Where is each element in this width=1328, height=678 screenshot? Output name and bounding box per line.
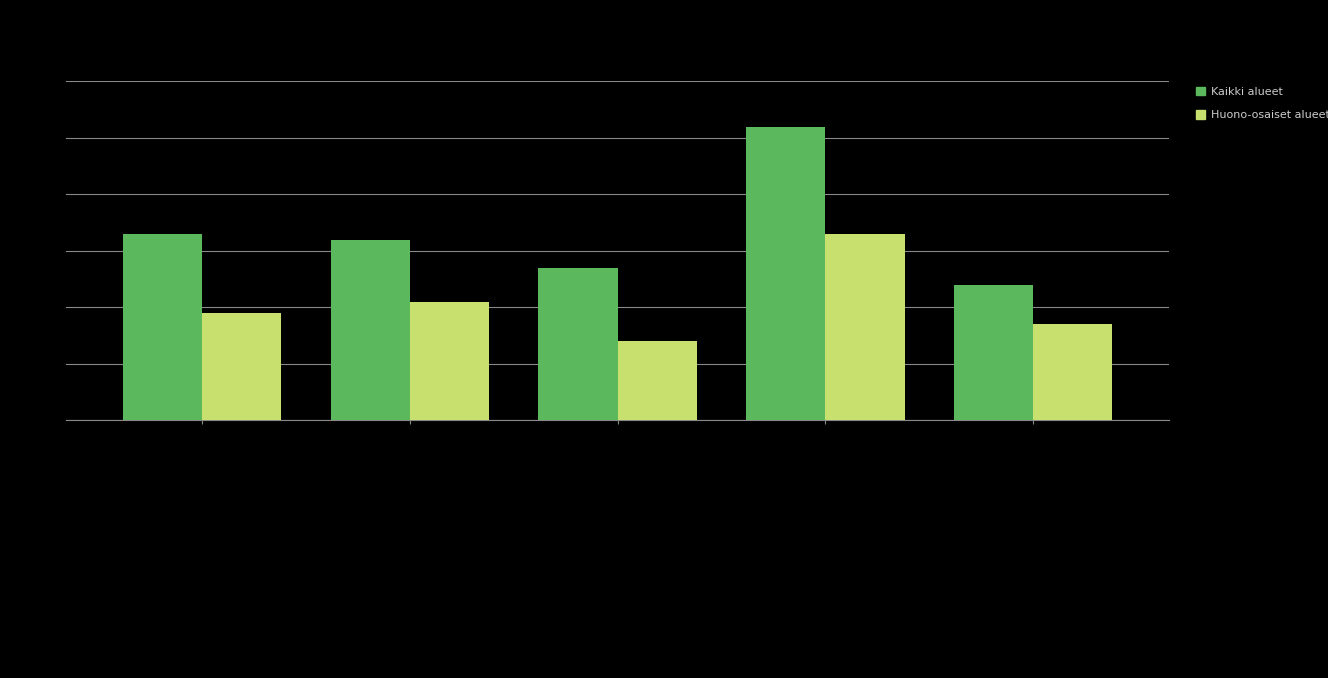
Bar <box>202 313 280 420</box>
Bar <box>409 302 489 420</box>
Bar <box>331 239 409 420</box>
Bar <box>1033 324 1113 420</box>
Bar <box>122 234 202 420</box>
Legend: Kaikki alueet, Huono-osaiset alueet: Kaikki alueet, Huono-osaiset alueet <box>1197 87 1328 121</box>
Bar <box>955 285 1033 420</box>
Bar <box>538 268 618 420</box>
Bar <box>826 234 904 420</box>
Bar <box>618 341 697 420</box>
Bar <box>746 127 826 420</box>
